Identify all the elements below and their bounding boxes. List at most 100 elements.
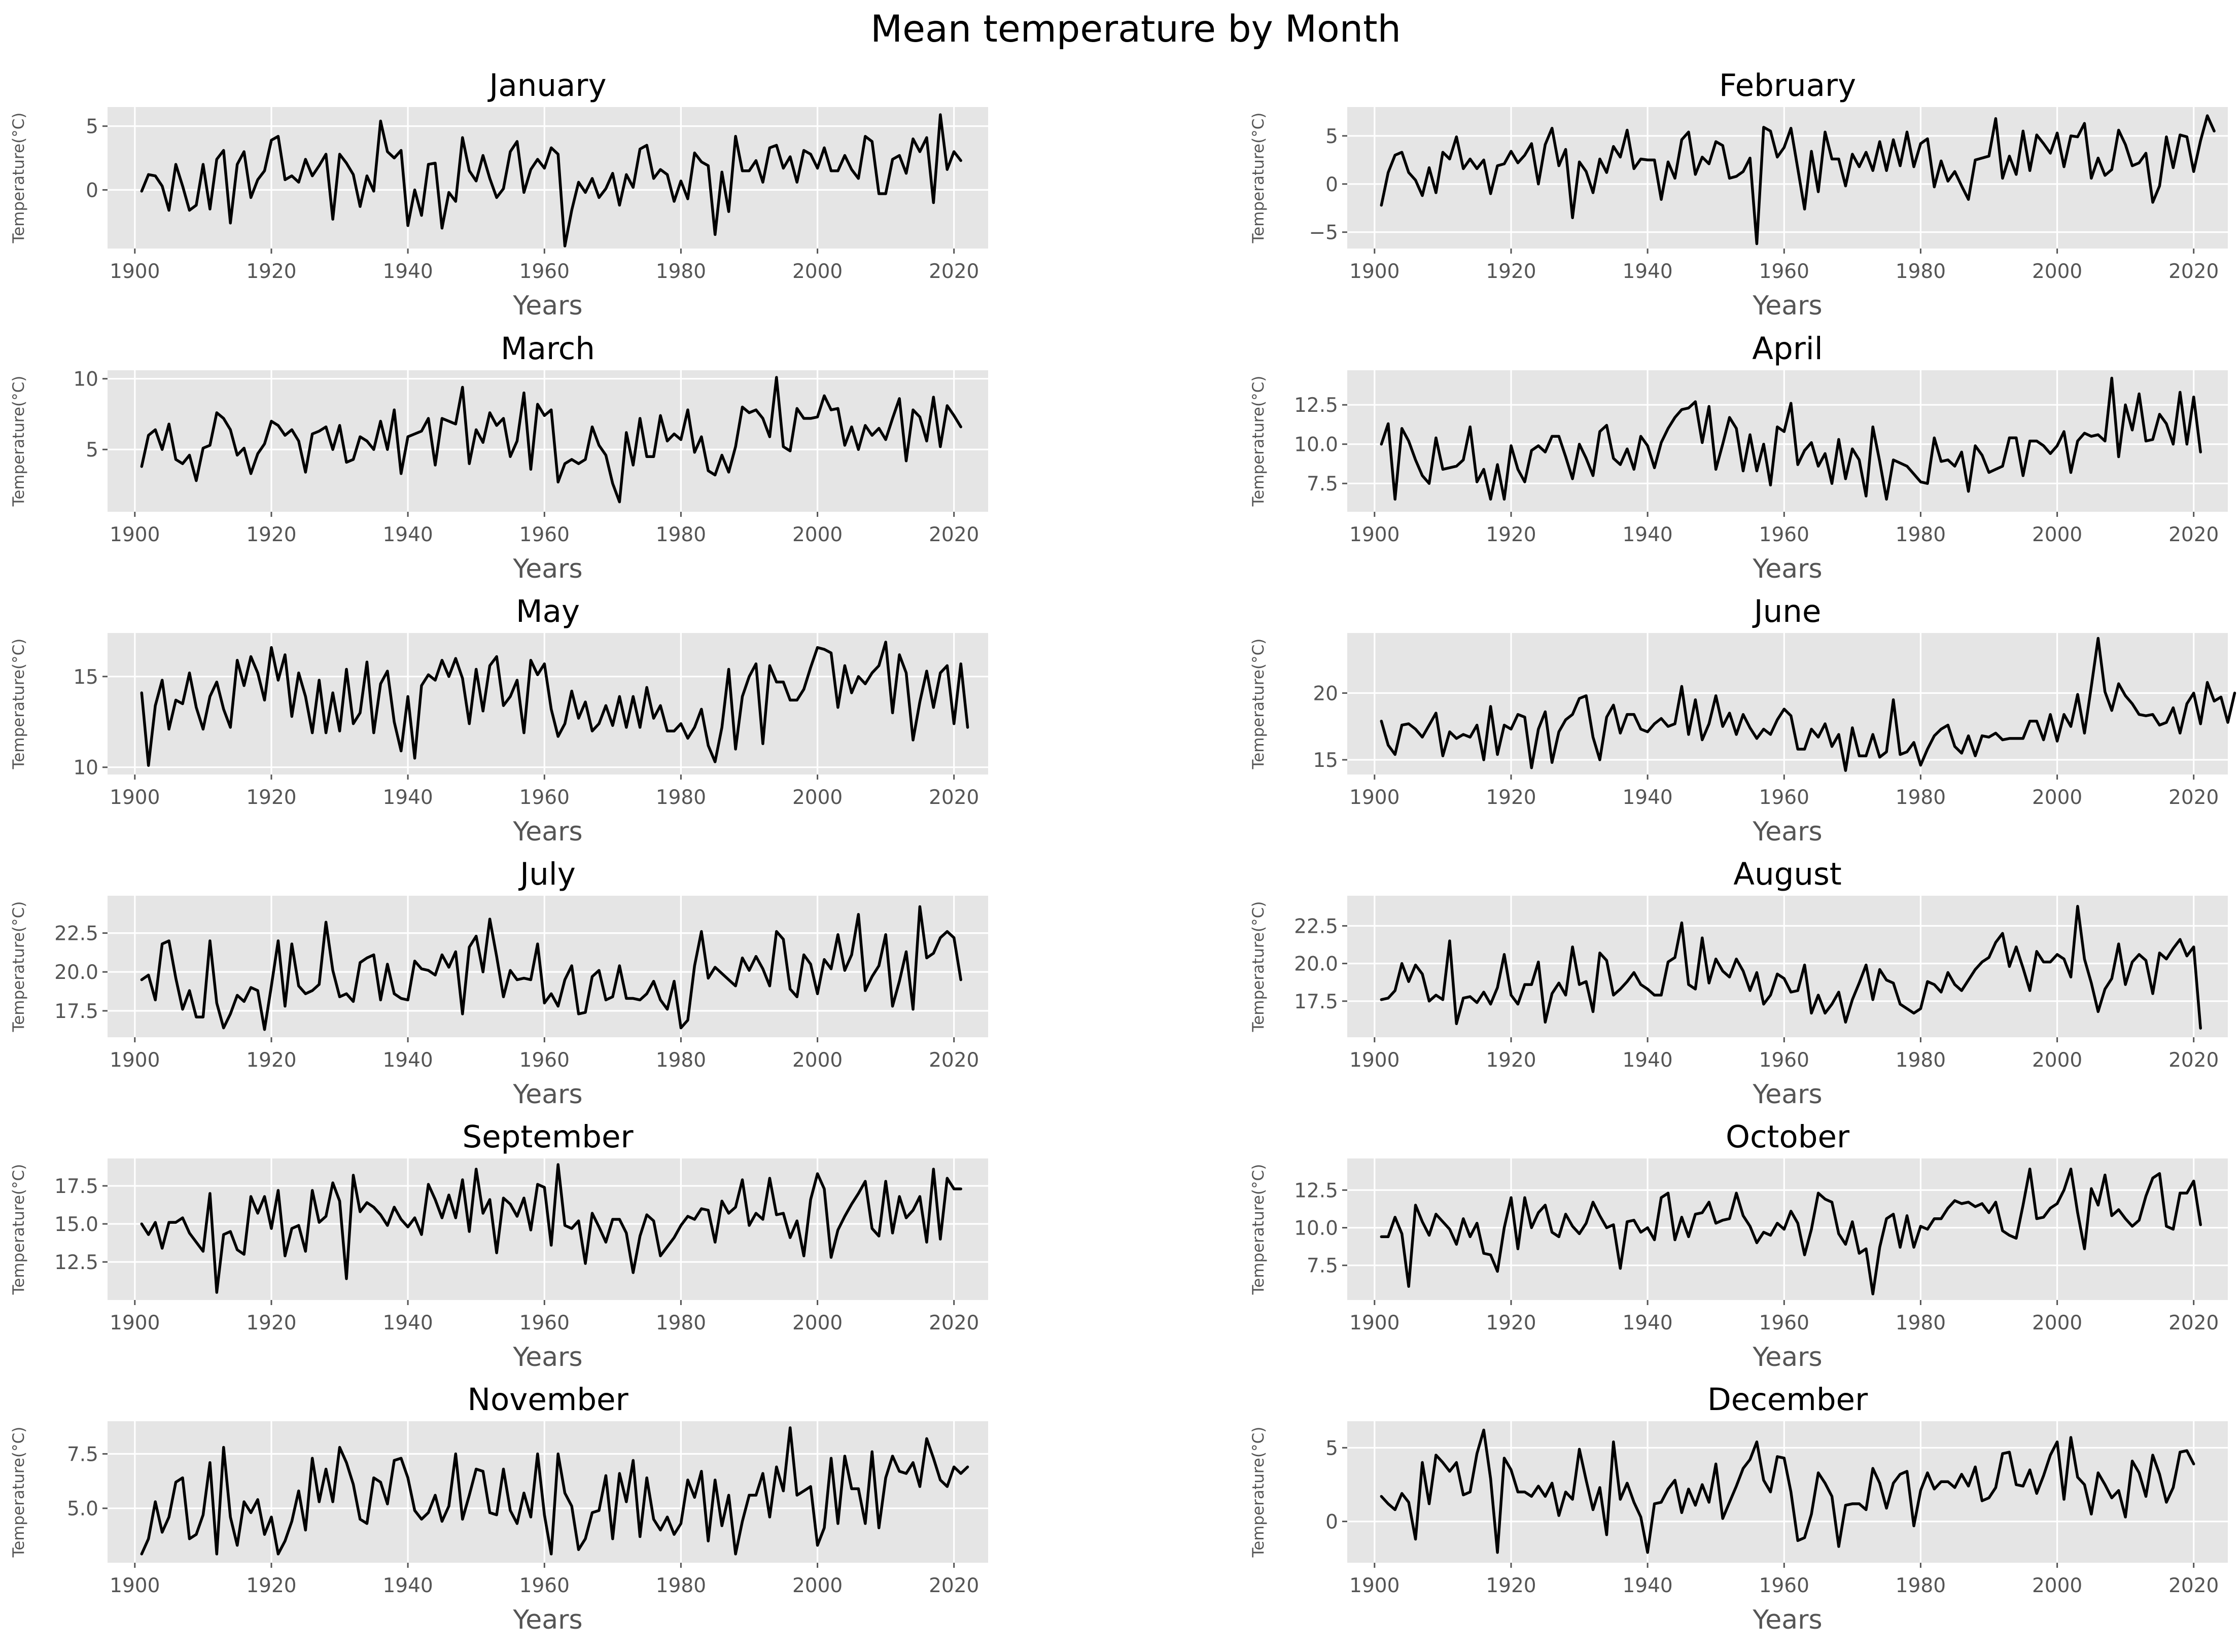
september-y-tick-label: 12.5 — [54, 1251, 98, 1274]
may-y-tick-label: 10 — [73, 757, 98, 780]
panel-september: 1900 1920 1940 1960 1980 2000 2020 12.5 15.0 17.5… — [10, 1119, 988, 1373]
october-x-tick-label: 1940 — [1622, 1312, 1672, 1334]
january-panel-title: January — [487, 67, 606, 103]
september-y-tick-label: 17.5 — [54, 1175, 98, 1198]
july-y-tick-label: 20.0 — [54, 961, 98, 984]
december-x-tick-label: 1920 — [1486, 1574, 1536, 1597]
november-panel-title: November — [467, 1382, 628, 1418]
march-y-tick-label: 5 — [86, 439, 98, 462]
february-y-tick-label: −5 — [1309, 222, 1339, 244]
september-plot-background — [108, 1158, 988, 1300]
march-temperature-line — [140, 376, 962, 504]
october-y-axis-label: Temperature(°C) — [1249, 1164, 1268, 1295]
may-x-tick-label: 1920 — [246, 786, 296, 809]
panel-december: 1900 1920 1940 1960 1980 2000 2020 0 5 December Ye… — [1249, 1382, 2228, 1635]
august-y-axis-label: Temperature(°C) — [1249, 901, 1268, 1033]
may-x-tick-label: 1940 — [382, 786, 433, 809]
january-y-axis-label: Temperature(°C) — [10, 113, 28, 244]
february-y-tick-label: 0 — [1325, 173, 1338, 196]
february-panel-title: February — [1719, 67, 1856, 103]
july-temperature-line — [140, 905, 962, 1031]
december-x-tick-label: 2020 — [2168, 1574, 2219, 1597]
january-y-tick-label: 5 — [86, 116, 98, 138]
march-y-tick-label: 10 — [73, 368, 98, 391]
july-x-tick-label: 1980 — [656, 1049, 706, 1072]
march-panel-title: March — [501, 331, 595, 367]
may-panel-title: May — [516, 593, 580, 629]
september-x-tick-label: 1940 — [382, 1312, 433, 1334]
february-x-tick-label: 1940 — [1622, 260, 1672, 283]
may-x-axis-label: Years — [512, 817, 582, 847]
february-x-tick-label: 1900 — [1349, 260, 1399, 283]
july-x-tick-label: 2020 — [929, 1049, 979, 1072]
january-x-axis-label: Years — [512, 291, 582, 321]
april-plot-background — [1347, 370, 2228, 512]
september-x-tick-label: 1960 — [519, 1312, 570, 1334]
october-x-tick-label: 1900 — [1349, 1312, 1399, 1334]
april-y-tick-label: 7.5 — [1307, 473, 1338, 496]
september-panel-title: September — [462, 1119, 634, 1155]
october-x-tick-label: 1980 — [1896, 1312, 1946, 1334]
october-y-tick-label: 10.0 — [1294, 1217, 1338, 1240]
november-x-axis-label: Years — [512, 1605, 582, 1635]
november-temperature-line — [140, 1426, 969, 1556]
july-x-tick-label: 1920 — [246, 1049, 296, 1072]
august-x-tick-label: 1960 — [1759, 1049, 1809, 1072]
december-x-axis-label: Years — [1752, 1605, 1822, 1635]
may-y-axis-label: Temperature(°C) — [10, 639, 28, 770]
january-x-tick-label: 1980 — [656, 260, 706, 283]
july-x-tick-label: 1940 — [382, 1049, 433, 1072]
june-x-tick-label: 2000 — [2032, 786, 2082, 809]
february-y-tick-label: 5 — [1325, 125, 1338, 148]
september-x-tick-label: 2020 — [929, 1312, 979, 1334]
september-y-tick-label: 15.0 — [54, 1213, 98, 1236]
april-panel-title: April — [1752, 331, 1823, 367]
december-y-axis-label: Temperature(°C) — [1249, 1427, 1268, 1558]
june-y-axis-label: Temperature(°C) — [1249, 639, 1268, 770]
july-panel-title: July — [518, 856, 576, 892]
june-x-tick-label: 2020 — [2168, 786, 2219, 809]
january-plot-background — [108, 107, 988, 249]
august-x-tick-label: 1980 — [1896, 1049, 1946, 1072]
december-panel-title: December — [1707, 1382, 1868, 1418]
april-x-tick-label: 2020 — [2168, 523, 2219, 546]
panel-february: 1900 1920 1940 1960 1980 2000 2020 −5 0 5 February… — [1249, 67, 2228, 321]
march-x-tick-label: 2020 — [929, 523, 979, 546]
april-temperature-line — [1380, 376, 2202, 501]
september-x-tick-label: 1980 — [656, 1312, 706, 1334]
july-x-axis-label: Years — [512, 1079, 582, 1110]
october-x-tick-label: 1920 — [1486, 1312, 1536, 1334]
december-temperature-line — [1380, 1428, 2195, 1554]
october-x-axis-label: Years — [1752, 1342, 1822, 1373]
june-x-tick-label: 1920 — [1486, 786, 1536, 809]
march-x-tick-label: 1940 — [382, 523, 433, 546]
december-y-tick-label: 0 — [1325, 1511, 1338, 1534]
january-x-tick-label: 1960 — [519, 260, 570, 283]
september-x-tick-label: 1900 — [110, 1312, 160, 1334]
april-x-tick-label: 1920 — [1486, 523, 1536, 546]
panel-january: 1900 1920 1940 1960 1980 2000 2020 0 5 January Yea… — [10, 67, 988, 321]
november-y-tick-label: 5.0 — [67, 1498, 98, 1521]
october-x-tick-label: 1960 — [1759, 1312, 1809, 1334]
february-x-tick-label: 2020 — [2168, 260, 2219, 283]
june-x-axis-label: Years — [1752, 817, 1822, 847]
march-x-tick-label: 1960 — [519, 523, 570, 546]
august-x-tick-label: 1920 — [1486, 1049, 1536, 1072]
august-x-tick-label: 1940 — [1622, 1049, 1672, 1072]
panel-april: 1900 1920 1940 1960 1980 2000 2020 7.5 10.0 12.5 A… — [1249, 331, 2228, 584]
march-plot-background — [108, 370, 988, 512]
february-x-tick-label: 1980 — [1896, 260, 1946, 283]
august-y-tick-label: 17.5 — [1294, 991, 1338, 1013]
april-y-tick-label: 10.0 — [1294, 434, 1338, 456]
august-x-tick-label: 1900 — [1349, 1049, 1399, 1072]
panel-may: 1900 1920 1940 1960 1980 2000 2020 10 15 May Years… — [10, 593, 988, 847]
november-x-tick-label: 1980 — [656, 1574, 706, 1597]
march-x-tick-label: 1980 — [656, 523, 706, 546]
july-x-tick-label: 1960 — [519, 1049, 570, 1072]
august-y-tick-label: 20.0 — [1294, 953, 1338, 976]
december-y-tick-label: 5 — [1325, 1437, 1338, 1460]
march-x-tick-label: 2000 — [792, 523, 843, 546]
june-x-tick-label: 1960 — [1759, 786, 1809, 809]
